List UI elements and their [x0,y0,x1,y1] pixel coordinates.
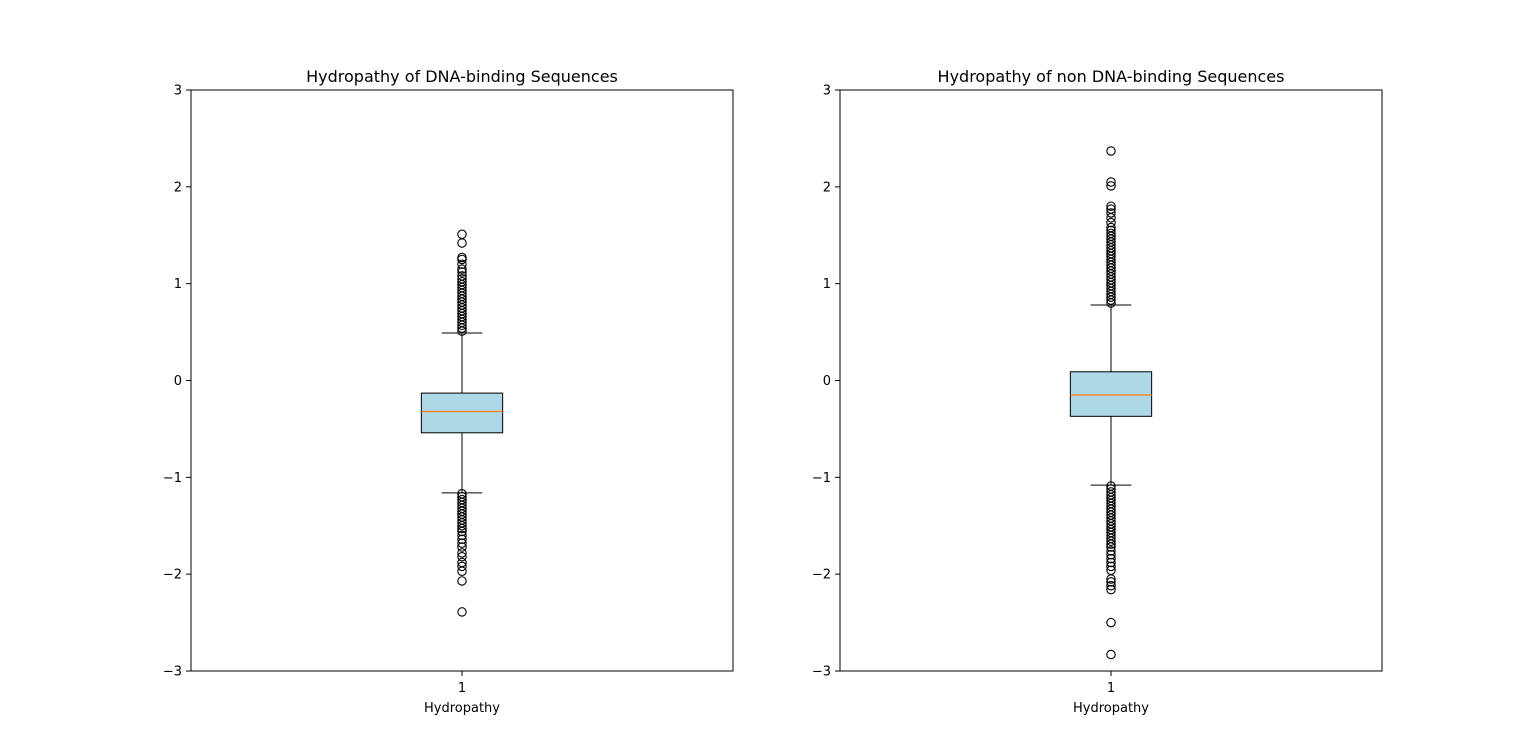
outlier-point [1106,550,1116,560]
outlier-point [457,534,467,545]
y-tick-label: −2 [163,568,182,583]
outlier-point [1106,649,1116,660]
y-tick-label: −1 [812,471,831,486]
outlier-point [1106,557,1116,568]
outlier-point [457,320,467,331]
outlier-point [1106,208,1116,218]
outlier-point [1106,213,1116,223]
outlier-point [1106,181,1116,191]
outlier-point [1106,217,1116,228]
outlier-point [1106,536,1116,546]
outlier-point [457,551,467,562]
outlier-point [457,238,467,248]
y-tick-label: −3 [812,665,831,680]
outlier-point [457,530,467,541]
y-tick-label: 1 [174,277,182,292]
outlier-point [1106,201,1116,211]
iqr-box [1069,371,1153,417]
outlier-point [457,526,467,537]
outlier-point [457,607,467,617]
outlier-point [457,520,467,531]
outlier-point [1106,577,1116,587]
y-tick-label: 2 [174,180,182,195]
y-tick-label: 0 [823,374,831,389]
y-tick-label: −3 [163,665,182,680]
outlier-point [1106,553,1116,564]
outlier-point [457,267,467,277]
outlier-point [457,254,467,265]
x-tick-label: 1 [1107,681,1115,696]
y-tick-label: −2 [812,568,831,583]
outlier-point [1106,561,1116,572]
x-axis-label: Hydropathy [1073,701,1149,716]
y-tick-label: 2 [823,180,831,195]
x-tick-label: 1 [458,681,466,696]
y-tick-label: −1 [163,471,182,486]
outlier-point [1106,292,1116,302]
outlier-point [1106,581,1116,591]
y-tick-label: 0 [174,374,182,389]
outlier-point [1106,146,1116,156]
outlier-point [457,523,467,534]
outlier-point [457,538,467,548]
outlier-point [457,259,467,270]
outlier-point [457,576,467,586]
outlier-point [457,326,467,336]
outlier-point [1106,542,1116,552]
chart-title: Hydropathy of DNA-binding Sequences [306,67,618,86]
y-tick-label: 1 [823,277,831,292]
outlier-point [1106,574,1116,584]
outlier-point [457,561,467,572]
outlier-point [1106,298,1116,308]
y-tick-label: 3 [174,84,182,99]
chart-title: Hydropathy of non DNA-binding Sequences [938,67,1285,86]
x-axis-label: Hydropathy [424,701,500,716]
outlier-point [1106,177,1116,187]
iqr-box [420,392,504,434]
outlier-point [457,566,467,577]
outlier-point [457,323,467,333]
outlier-point [457,264,467,274]
outlier-point [1106,546,1116,556]
outlier-point [1106,539,1116,549]
subplot-dna-binding: Hydropathy of DNA-binding Sequences −3 −2… [163,67,734,716]
outlier-point [1106,584,1116,595]
outlier-point [457,542,467,552]
outlier-point [1106,295,1116,305]
outlier-point [1106,617,1116,628]
subplot-non-dna-binding: Hydropathy of non DNA-binding Sequences … [812,67,1383,716]
y-tick-label: 3 [823,84,831,99]
outlier-point [457,548,467,558]
